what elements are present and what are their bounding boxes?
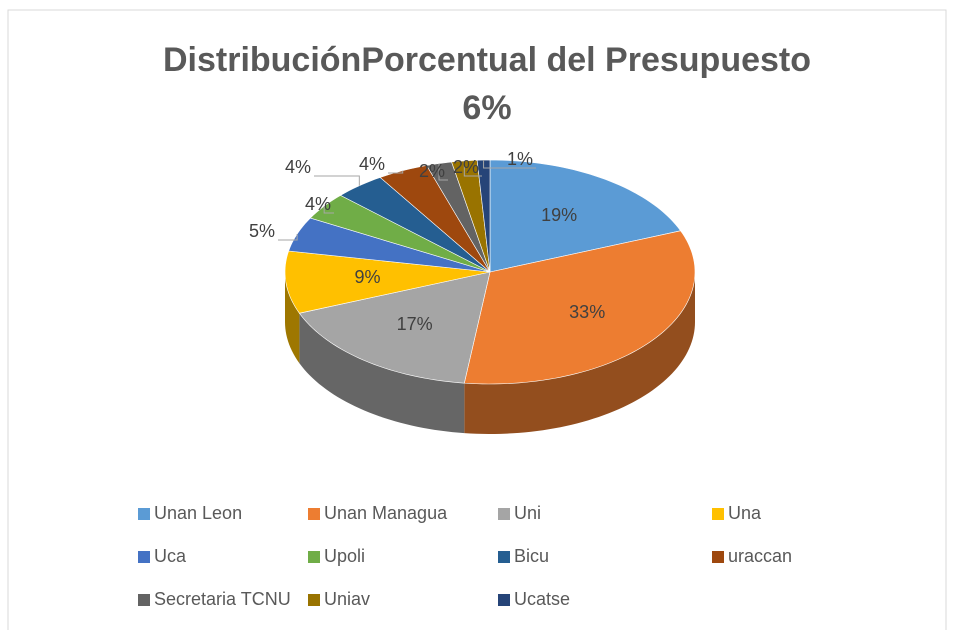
- data-label: 17%: [397, 314, 433, 334]
- data-label: 9%: [355, 267, 381, 287]
- legend-label: Secretaria TCNU: [154, 589, 291, 609]
- data-label: 4%: [359, 154, 385, 174]
- leader-line: [388, 170, 404, 174]
- legend-label: uraccan: [728, 546, 792, 566]
- leader-line: [314, 175, 360, 186]
- legend-label: Uca: [154, 546, 187, 566]
- pie-slice-side: [285, 272, 300, 364]
- legend-label: Una: [728, 503, 762, 523]
- data-label: 2%: [453, 157, 479, 177]
- pie-slice: [339, 177, 491, 273]
- leader-line: [483, 160, 536, 169]
- legend-swatch: [308, 594, 320, 606]
- legend-swatch: [308, 508, 320, 520]
- data-label: 5%: [249, 221, 275, 241]
- data-label: 4%: [285, 157, 311, 177]
- legend-label: Ucatse: [514, 589, 570, 609]
- leader-line: [438, 163, 448, 181]
- legend-label: Unan Managua: [324, 503, 448, 523]
- data-label: 19%: [541, 205, 577, 225]
- chart-border: [7, 9, 947, 630]
- legend-swatch: [138, 508, 150, 520]
- legend-swatch: [138, 551, 150, 563]
- pie-slice: [489, 159, 682, 273]
- legend-swatch: [308, 551, 320, 563]
- leader-line: [463, 160, 482, 177]
- data-label: 33%: [569, 302, 605, 322]
- legend-swatch: [498, 594, 510, 606]
- leader-line: [278, 234, 298, 241]
- data-label: 2%: [419, 161, 445, 181]
- legend-swatch: [498, 508, 510, 520]
- legend-swatch: [498, 551, 510, 563]
- chart-subtitle: 6%: [462, 89, 511, 127]
- leader-line: [323, 206, 334, 214]
- legend-label: Bicu: [514, 546, 549, 566]
- pie-slice: [298, 271, 491, 384]
- data-label: 4%: [305, 194, 331, 214]
- pie-slice: [463, 230, 696, 385]
- data-label: 1%: [507, 149, 533, 169]
- legend-label: Upoli: [324, 546, 365, 566]
- legend-swatch: [712, 551, 724, 563]
- pie-slice: [284, 250, 491, 314]
- chart-title: DistribuciónPorcentual del Presupuesto: [163, 41, 811, 79]
- legend-label: Uniav: [324, 589, 370, 609]
- legend-swatch: [138, 594, 150, 606]
- legend-swatch: [712, 508, 724, 520]
- pie-slice-side: [299, 313, 465, 434]
- legend-label: Unan Leon: [154, 503, 242, 523]
- pie-slice-side: [464, 272, 695, 434]
- legend-label: Uni: [514, 503, 541, 523]
